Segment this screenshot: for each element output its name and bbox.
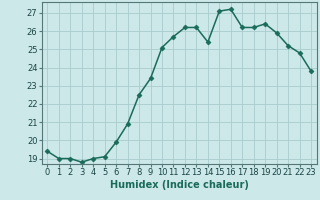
X-axis label: Humidex (Indice chaleur): Humidex (Indice chaleur) bbox=[110, 180, 249, 190]
